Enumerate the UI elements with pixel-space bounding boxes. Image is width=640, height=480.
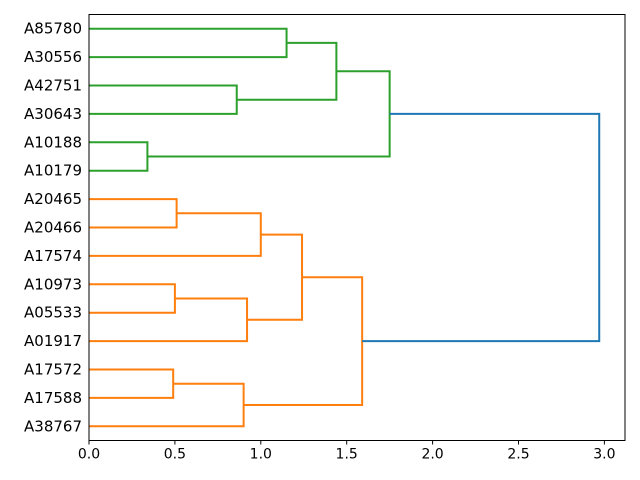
leaf-label-a38767: A38767 <box>24 417 82 435</box>
leaf-label-a05533: A05533 <box>24 304 82 322</box>
leaf-label-a20466: A20466 <box>24 219 82 237</box>
leaf-label-a17574: A17574 <box>24 247 82 265</box>
leaf-label-a17588: A17588 <box>24 389 82 407</box>
leaf-label-a17572: A17572 <box>24 361 82 379</box>
x-tick-label: 1.0 <box>250 447 272 463</box>
leaf-label-a01917: A01917 <box>24 332 82 350</box>
leaf-label-a10973: A10973 <box>24 275 82 293</box>
leaf-label-a20465: A20465 <box>24 190 82 208</box>
x-tick-label: 2.5 <box>507 447 529 463</box>
plot-frame <box>88 14 626 441</box>
leaf-label-a30643: A30643 <box>24 105 82 123</box>
leaf-label-a10188: A10188 <box>24 133 82 151</box>
leaf-label-a42751: A42751 <box>24 77 82 95</box>
leaf-label-a85780: A85780 <box>24 20 82 38</box>
leaf-label-a10179: A10179 <box>24 162 82 180</box>
x-tick-label: 0.0 <box>78 447 100 463</box>
x-tick-label: 1.5 <box>336 447 358 463</box>
x-tick-label: 0.5 <box>164 447 186 463</box>
leaf-label-a30556: A30556 <box>24 48 82 66</box>
x-tick-label: 3.0 <box>593 447 615 463</box>
dendrogram-link-root <box>362 112 601 343</box>
x-tick-label: 2.0 <box>421 447 443 463</box>
